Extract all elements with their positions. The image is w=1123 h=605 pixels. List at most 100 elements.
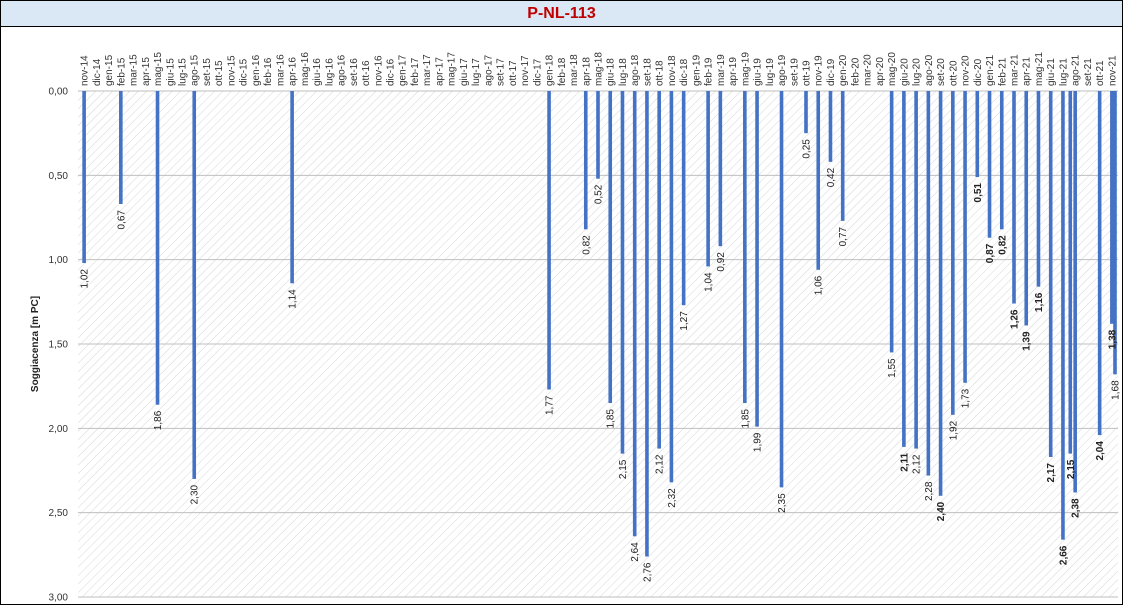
x-tick-label: mag-17 bbox=[447, 52, 458, 86]
x-tick-label: gen-15 bbox=[104, 54, 115, 86]
data-label: 0,92 bbox=[716, 252, 727, 272]
data-label: 1,06 bbox=[814, 275, 825, 295]
data-label: 2,66 bbox=[1058, 545, 1069, 565]
bar bbox=[1097, 91, 1102, 436]
x-tick-label: ago-18 bbox=[630, 54, 641, 86]
x-tick-label: dic-14 bbox=[92, 58, 103, 86]
bar bbox=[290, 91, 294, 284]
x-tick-label: nov-19 bbox=[814, 55, 825, 86]
x-tick-label: set-17 bbox=[496, 58, 507, 86]
bar bbox=[840, 91, 845, 221]
bar bbox=[755, 91, 759, 427]
x-tick-label: ott-21 bbox=[1095, 60, 1106, 86]
bar bbox=[1061, 91, 1065, 540]
x-tick-label: ott-18 bbox=[655, 60, 666, 86]
data-label: 1,85 bbox=[606, 409, 617, 429]
bar bbox=[1110, 91, 1114, 324]
x-tick-label: ott-15 bbox=[214, 60, 225, 86]
data-label: 2,15 bbox=[618, 459, 629, 479]
data-label: 2,04 bbox=[1095, 441, 1106, 461]
data-label: 1,27 bbox=[679, 311, 690, 331]
y-tick-label: 3,00 bbox=[49, 593, 69, 604]
data-label: 2,28 bbox=[924, 481, 935, 501]
bar bbox=[706, 91, 710, 267]
x-tick-label: apr-20 bbox=[875, 57, 886, 86]
bar bbox=[681, 91, 686, 306]
x-tick-label: apr-15 bbox=[141, 57, 152, 86]
x-tick-label: set-21 bbox=[1083, 58, 1094, 86]
data-label: 0,42 bbox=[826, 167, 837, 187]
x-tick-label: gen-17 bbox=[398, 54, 409, 86]
x-tick-label: nov-15 bbox=[226, 55, 237, 86]
x-tick-label: dic-18 bbox=[679, 58, 690, 86]
x-tick-label: apr-16 bbox=[288, 57, 299, 86]
data-labels: 1,02 0,67 1,86 2,30 1,14 1,77 0,82 0,52 1,85 2,15… bbox=[80, 139, 1122, 582]
x-tick-label: ott-17 bbox=[508, 60, 519, 86]
data-label: 1,68 bbox=[1111, 380, 1122, 400]
bar bbox=[657, 91, 661, 449]
data-label: 1,16 bbox=[1034, 292, 1045, 312]
bar bbox=[1012, 91, 1016, 304]
x-tick-label: ago-21 bbox=[1071, 54, 1082, 86]
x-tick-label: feb-21 bbox=[997, 57, 1008, 86]
bar bbox=[926, 91, 931, 476]
x-tick-label: nov-17 bbox=[520, 55, 531, 86]
y-tick-label: 1,00 bbox=[49, 255, 69, 266]
x-tick-label: mag-16 bbox=[300, 52, 311, 86]
x-tick-label: ago-20 bbox=[924, 54, 935, 86]
data-label: 1,02 bbox=[80, 269, 91, 289]
x-tick-label: dic-19 bbox=[826, 58, 837, 86]
data-label: 2,64 bbox=[630, 542, 641, 562]
data-label: 1,77 bbox=[545, 395, 556, 415]
data-label: 1,04 bbox=[704, 272, 715, 292]
x-tick-label: gen-19 bbox=[691, 54, 702, 86]
bar bbox=[82, 91, 86, 264]
data-label: 2,76 bbox=[642, 562, 653, 582]
bar bbox=[816, 91, 821, 270]
bar bbox=[608, 91, 613, 404]
bar bbox=[1036, 91, 1041, 287]
x-tick-label: mar-17 bbox=[422, 54, 433, 86]
bar bbox=[828, 91, 833, 162]
data-label: 0,51 bbox=[973, 183, 984, 203]
data-label: 0,82 bbox=[997, 235, 1008, 255]
data-label: 1,73 bbox=[961, 388, 972, 408]
bar bbox=[902, 91, 906, 447]
x-tick-label: giu-20 bbox=[899, 58, 910, 86]
data-label: 2,40 bbox=[936, 501, 947, 521]
x-axis-ticks: nov-14 dic-14 gen-15 feb-15 mar-15 apr-15 mag-… bbox=[80, 52, 1119, 86]
bars bbox=[82, 91, 1117, 557]
bar bbox=[547, 91, 551, 390]
bar bbox=[1068, 91, 1073, 454]
x-tick-label: nov-20 bbox=[961, 55, 972, 86]
bar bbox=[804, 91, 808, 134]
x-tick-label: mar-19 bbox=[716, 54, 727, 86]
bar bbox=[632, 91, 637, 537]
x-tick-label: ott-20 bbox=[948, 60, 959, 86]
bar bbox=[1048, 91, 1053, 458]
x-tick-label: nov-18 bbox=[667, 55, 678, 86]
data-label: 1,39 bbox=[1022, 331, 1033, 351]
x-tick-label: gen-20 bbox=[838, 54, 849, 86]
y-axis-label: Soggiacenza [m PC] bbox=[30, 296, 41, 392]
x-tick-label: apr-17 bbox=[434, 57, 445, 86]
y-tick-label: 1,50 bbox=[49, 340, 69, 351]
data-label: 2,38 bbox=[1071, 498, 1082, 518]
x-tick-label: nov-21 bbox=[1107, 55, 1118, 86]
x-tick-label: feb-20 bbox=[850, 57, 861, 86]
bar bbox=[987, 91, 992, 238]
bar bbox=[669, 91, 674, 483]
data-label: 1,55 bbox=[887, 358, 898, 378]
bar bbox=[999, 91, 1004, 230]
y-tick-label: 2,50 bbox=[49, 508, 69, 519]
bar bbox=[975, 91, 980, 178]
x-tick-label: lug-20 bbox=[912, 58, 923, 86]
x-tick-label: mar-15 bbox=[129, 54, 140, 86]
bar bbox=[743, 91, 747, 404]
x-tick-label: dic-20 bbox=[973, 58, 984, 86]
data-label: 1,92 bbox=[948, 420, 959, 440]
x-tick-label: mag-18 bbox=[594, 52, 605, 86]
x-tick-label: gen-18 bbox=[545, 54, 556, 86]
data-label: 1,26 bbox=[1010, 309, 1021, 329]
